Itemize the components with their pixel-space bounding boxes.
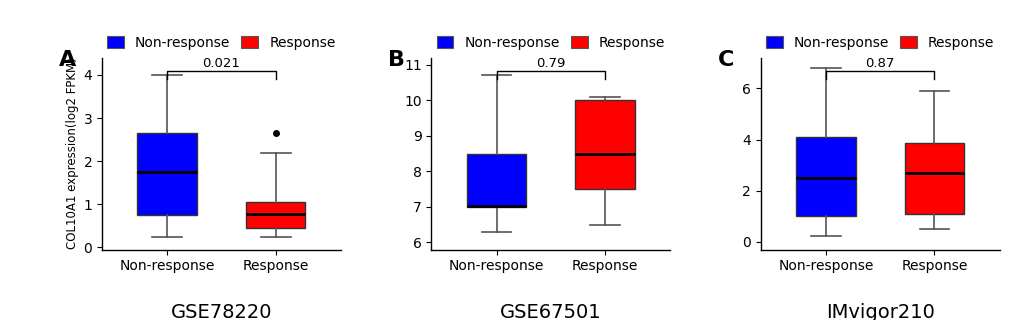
Text: C: C	[717, 50, 734, 70]
PathPatch shape	[246, 202, 305, 228]
PathPatch shape	[575, 100, 634, 189]
PathPatch shape	[138, 133, 197, 215]
Text: GSE78220: GSE78220	[170, 303, 272, 320]
Text: 0.021: 0.021	[202, 57, 240, 70]
Text: 0.79: 0.79	[536, 57, 565, 70]
Legend: Non-response, Response: Non-response, Response	[102, 30, 340, 55]
Text: A: A	[59, 50, 76, 70]
Legend: Non-response, Response: Non-response, Response	[760, 30, 999, 55]
Y-axis label: COL10A1 expression(log2 FPKM): COL10A1 expression(log2 FPKM)	[66, 58, 79, 250]
Text: B: B	[388, 50, 406, 70]
PathPatch shape	[904, 143, 963, 214]
Text: GSE67501: GSE67501	[499, 303, 601, 320]
PathPatch shape	[796, 137, 855, 216]
Text: IMvigor210: IMvigor210	[825, 303, 933, 320]
Legend: Non-response, Response: Non-response, Response	[431, 30, 669, 55]
PathPatch shape	[467, 154, 526, 207]
Text: 0.87: 0.87	[865, 57, 894, 70]
